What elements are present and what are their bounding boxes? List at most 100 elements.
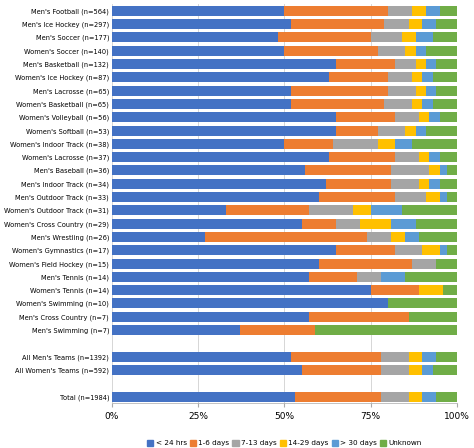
Bar: [392, 232, 405, 242]
Bar: [112, 325, 239, 335]
Bar: [412, 258, 436, 268]
Bar: [433, 99, 457, 109]
Bar: [440, 179, 457, 189]
Bar: [112, 125, 336, 135]
Bar: [319, 192, 395, 202]
Bar: [384, 19, 409, 29]
Bar: [440, 165, 447, 176]
Bar: [112, 272, 309, 282]
Bar: [416, 219, 457, 228]
Bar: [405, 232, 419, 242]
Bar: [316, 325, 457, 335]
Bar: [354, 205, 371, 215]
Bar: [419, 232, 457, 242]
Bar: [112, 99, 292, 109]
Bar: [378, 139, 395, 149]
Bar: [409, 19, 422, 29]
Bar: [112, 72, 329, 82]
Bar: [436, 352, 457, 362]
Bar: [277, 32, 371, 43]
Bar: [112, 86, 292, 95]
Bar: [433, 365, 457, 375]
Bar: [112, 179, 326, 189]
Bar: [112, 392, 295, 401]
Bar: [388, 6, 412, 16]
Bar: [112, 112, 336, 122]
Bar: [326, 179, 392, 189]
Bar: [429, 179, 440, 189]
Bar: [381, 352, 409, 362]
Bar: [443, 285, 457, 295]
Bar: [416, 59, 426, 69]
Bar: [405, 46, 416, 56]
Bar: [422, 392, 436, 401]
Bar: [422, 72, 433, 82]
Bar: [447, 192, 457, 202]
Bar: [429, 152, 440, 162]
Bar: [433, 72, 457, 82]
Bar: [239, 325, 316, 335]
Bar: [336, 245, 395, 255]
Bar: [367, 232, 392, 242]
Bar: [360, 219, 392, 228]
Bar: [112, 285, 371, 295]
Bar: [336, 125, 378, 135]
Bar: [112, 46, 284, 56]
Bar: [333, 139, 378, 149]
Bar: [284, 6, 388, 16]
Bar: [412, 139, 457, 149]
Bar: [205, 232, 367, 242]
Bar: [395, 139, 412, 149]
Bar: [388, 86, 416, 95]
Bar: [426, 192, 440, 202]
Bar: [440, 112, 457, 122]
Bar: [401, 32, 416, 43]
Bar: [295, 392, 381, 401]
Bar: [112, 6, 284, 16]
Bar: [440, 245, 447, 255]
Bar: [112, 258, 319, 268]
Bar: [378, 46, 405, 56]
Bar: [412, 6, 426, 16]
Bar: [436, 258, 457, 268]
Bar: [426, 46, 457, 56]
Bar: [436, 59, 457, 69]
Bar: [426, 86, 436, 95]
Bar: [371, 32, 401, 43]
Bar: [433, 32, 457, 43]
Bar: [112, 152, 329, 162]
Bar: [422, 19, 436, 29]
Bar: [440, 192, 447, 202]
Bar: [426, 59, 436, 69]
Bar: [405, 272, 457, 282]
Bar: [419, 285, 443, 295]
Bar: [319, 258, 412, 268]
Bar: [112, 298, 388, 308]
Bar: [422, 99, 433, 109]
Bar: [429, 112, 440, 122]
Bar: [447, 245, 457, 255]
Bar: [392, 219, 416, 228]
Bar: [416, 86, 426, 95]
Bar: [392, 179, 419, 189]
Bar: [409, 352, 422, 362]
Bar: [112, 232, 205, 242]
Bar: [422, 245, 440, 255]
Bar: [309, 205, 354, 215]
Bar: [426, 6, 440, 16]
Bar: [436, 86, 457, 95]
Bar: [426, 125, 457, 135]
Bar: [440, 6, 457, 16]
Bar: [419, 179, 429, 189]
Bar: [429, 165, 440, 176]
Bar: [395, 192, 426, 202]
Bar: [436, 19, 457, 29]
Bar: [447, 165, 457, 176]
Bar: [419, 112, 429, 122]
Bar: [329, 72, 388, 82]
Bar: [292, 19, 384, 29]
Bar: [381, 392, 409, 401]
Bar: [112, 245, 336, 255]
Bar: [112, 365, 301, 375]
Bar: [309, 272, 357, 282]
